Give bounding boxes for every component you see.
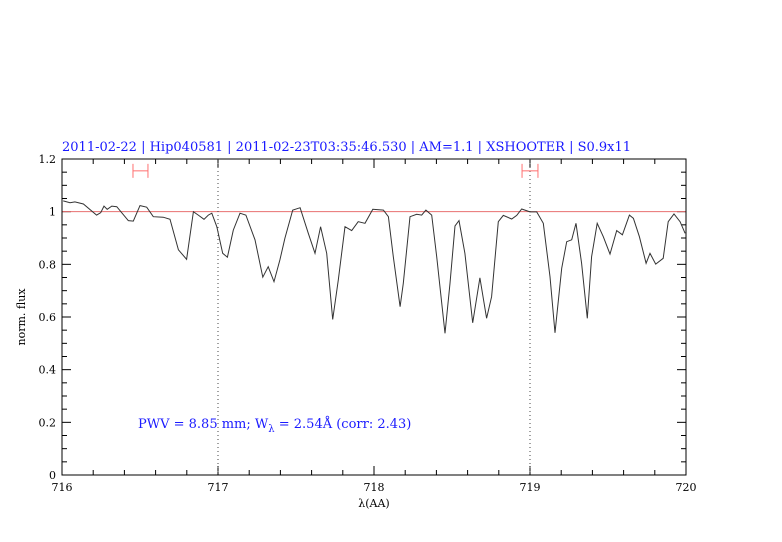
y-tick-label: 0	[49, 469, 56, 482]
x-tick-label: 718	[364, 481, 385, 494]
y-tick-label: 1.2	[39, 153, 57, 166]
x-axis-label: λ(AA)	[358, 497, 389, 510]
y-tick-label: 0.2	[39, 416, 57, 429]
y-axis-label: norm. flux	[15, 288, 28, 346]
plot-frame	[61, 158, 687, 476]
chart-title: 2011-02-22 | Hip040581 | 2011-02-23T03:3…	[62, 140, 631, 155]
y-tick-label: 0.6	[39, 311, 57, 324]
x-tick-label: 717	[208, 481, 229, 494]
x-tick-label: 719	[520, 481, 541, 494]
x-tick-label: 716	[52, 481, 73, 494]
y-tick-label: 0.8	[39, 258, 57, 271]
spectrum-line	[63, 200, 686, 334]
y-tick-label: 1	[49, 206, 56, 219]
y-tick-label: 0.4	[39, 364, 57, 377]
pwv-annotation: PWV = 8.85 mm; Wλ = 2.54Å (corr: 2.43)	[138, 416, 411, 435]
x-tick-label: 720	[676, 481, 697, 494]
